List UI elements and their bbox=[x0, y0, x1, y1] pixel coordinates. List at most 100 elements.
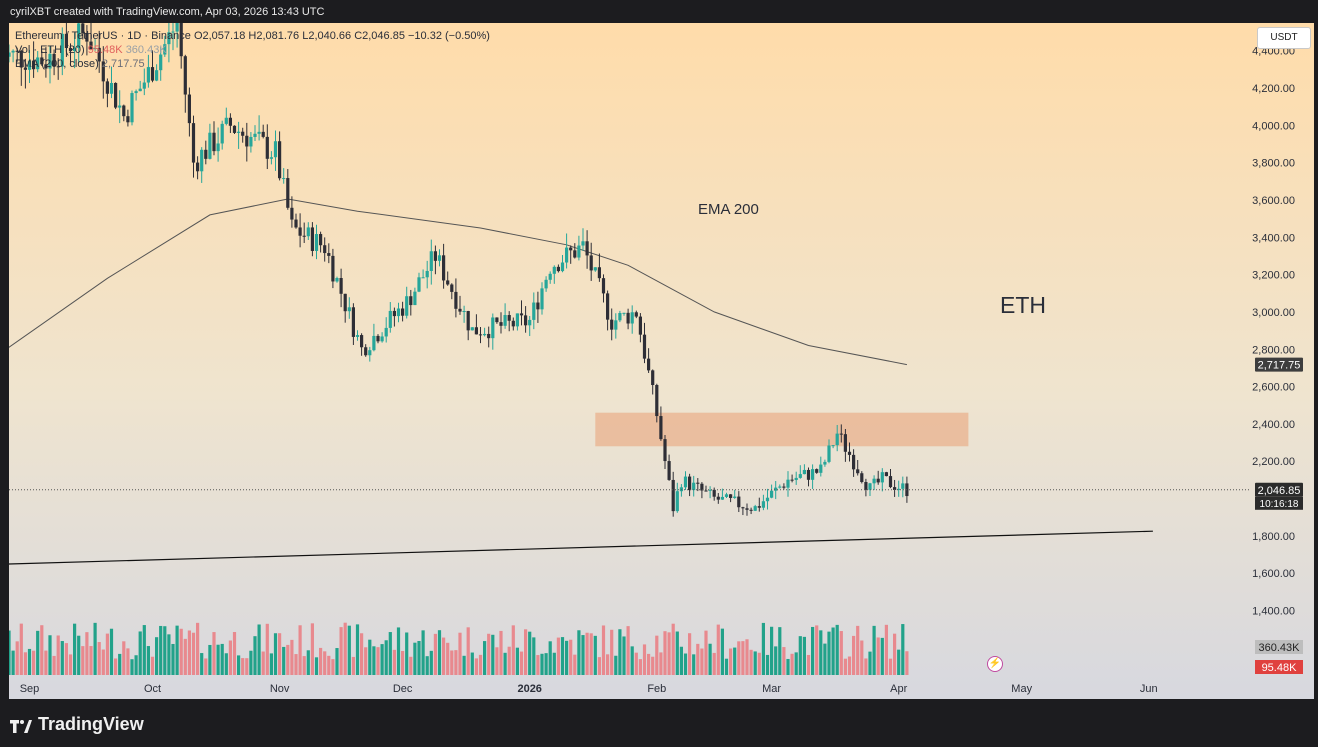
tradingview-logo[interactable]: TradingView bbox=[10, 714, 144, 735]
candle-body bbox=[786, 479, 790, 488]
candle bbox=[302, 222, 306, 243]
last-price-tag: 2,046.85 bbox=[1255, 482, 1303, 497]
volume-bar bbox=[495, 647, 499, 675]
currency-button[interactable]: USDT bbox=[1257, 27, 1311, 49]
candle-body bbox=[44, 64, 48, 69]
volume-bar bbox=[392, 649, 396, 675]
last-price-tag-bg bbox=[1255, 482, 1303, 497]
candle-body bbox=[573, 250, 577, 258]
candle-body bbox=[68, 48, 73, 52]
candle-body bbox=[437, 255, 442, 261]
candle-body bbox=[450, 284, 454, 292]
candle bbox=[610, 308, 614, 341]
volume-bar bbox=[491, 634, 495, 675]
candle-body bbox=[228, 117, 232, 126]
candle-body bbox=[716, 496, 720, 500]
volume-bar bbox=[155, 637, 159, 675]
candle bbox=[515, 313, 519, 331]
volume-bar bbox=[655, 635, 659, 675]
candle bbox=[860, 471, 864, 484]
candle bbox=[606, 290, 610, 331]
candle bbox=[278, 131, 282, 181]
candle-body bbox=[556, 266, 560, 272]
candle-body bbox=[417, 277, 421, 292]
candle bbox=[179, 23, 183, 69]
volume-bar bbox=[552, 652, 556, 675]
volume-bar bbox=[409, 656, 413, 675]
volume-bar bbox=[880, 637, 884, 675]
candle-body bbox=[519, 313, 524, 316]
volume-bar bbox=[888, 658, 893, 675]
candle bbox=[688, 473, 692, 497]
candle-body bbox=[692, 482, 696, 491]
candle bbox=[109, 66, 114, 99]
volume-bar bbox=[630, 646, 634, 675]
candle bbox=[589, 242, 593, 281]
candle bbox=[815, 468, 819, 474]
volume-bar bbox=[692, 654, 696, 675]
candle-body bbox=[269, 157, 273, 159]
candle bbox=[757, 497, 761, 512]
candle bbox=[85, 25, 89, 56]
candle bbox=[339, 268, 343, 308]
candle-body bbox=[495, 317, 499, 323]
candle bbox=[220, 120, 224, 150]
volume-bar bbox=[36, 630, 40, 675]
tradingview-brand: TradingView bbox=[38, 714, 144, 734]
volume-bar bbox=[843, 658, 847, 675]
volume-bar bbox=[56, 635, 60, 675]
candle bbox=[81, 23, 85, 40]
candle bbox=[73, 32, 77, 69]
chart-panel[interactable]: 1,400.00 1,600.00 1,800.00 2,200.00 2,400.00… bbox=[9, 23, 1314, 699]
candle bbox=[852, 449, 856, 477]
candle-body bbox=[376, 335, 380, 342]
volume-bar bbox=[433, 633, 437, 675]
volume-bar bbox=[442, 637, 446, 675]
candle bbox=[761, 494, 765, 511]
candle-body bbox=[196, 162, 200, 172]
candle bbox=[372, 323, 376, 352]
volume-bar bbox=[774, 646, 778, 675]
asset-annotation: ETH bbox=[1000, 292, 1046, 318]
volume-bar bbox=[122, 641, 126, 675]
candle-body bbox=[314, 234, 319, 251]
volume-bar bbox=[15, 641, 19, 675]
candle bbox=[552, 265, 556, 284]
candle bbox=[544, 276, 548, 292]
candle-body bbox=[425, 270, 429, 278]
candle bbox=[733, 489, 737, 499]
price-chart[interactable]: 1,400.00 1,600.00 1,800.00 2,200.00 2,400.00… bbox=[9, 23, 1314, 699]
countdown-tag-bg bbox=[1255, 496, 1303, 510]
volume-bar bbox=[679, 646, 683, 675]
candle-body bbox=[827, 445, 831, 462]
volume-bar bbox=[712, 652, 716, 675]
candle bbox=[642, 322, 647, 364]
candle-body bbox=[273, 141, 278, 158]
volume-bar bbox=[286, 644, 290, 675]
candle bbox=[433, 245, 437, 275]
candle-body bbox=[708, 489, 712, 491]
volume-bar bbox=[528, 631, 532, 675]
candle bbox=[368, 346, 372, 362]
candle bbox=[32, 41, 36, 78]
candle-body bbox=[679, 487, 683, 492]
candle bbox=[187, 87, 191, 137]
support-trendline bbox=[9, 530, 1153, 565]
volume-bar bbox=[298, 625, 302, 675]
candle bbox=[245, 122, 249, 162]
candle bbox=[273, 130, 278, 171]
y-tick-label: 1,800.00 bbox=[1252, 531, 1295, 543]
candle bbox=[638, 313, 642, 343]
candle-body bbox=[897, 488, 901, 490]
volume-bar bbox=[183, 638, 187, 675]
volume-bar bbox=[388, 632, 392, 675]
volume-bar bbox=[216, 644, 220, 675]
volume-bar bbox=[23, 652, 27, 675]
candle-body bbox=[216, 143, 220, 152]
lightning-icon[interactable]: ⚡ bbox=[987, 656, 1003, 672]
volume-bar bbox=[778, 627, 782, 675]
candle-body bbox=[446, 280, 450, 285]
candle bbox=[737, 491, 741, 513]
candle bbox=[159, 47, 163, 81]
volume-bar bbox=[614, 655, 618, 675]
